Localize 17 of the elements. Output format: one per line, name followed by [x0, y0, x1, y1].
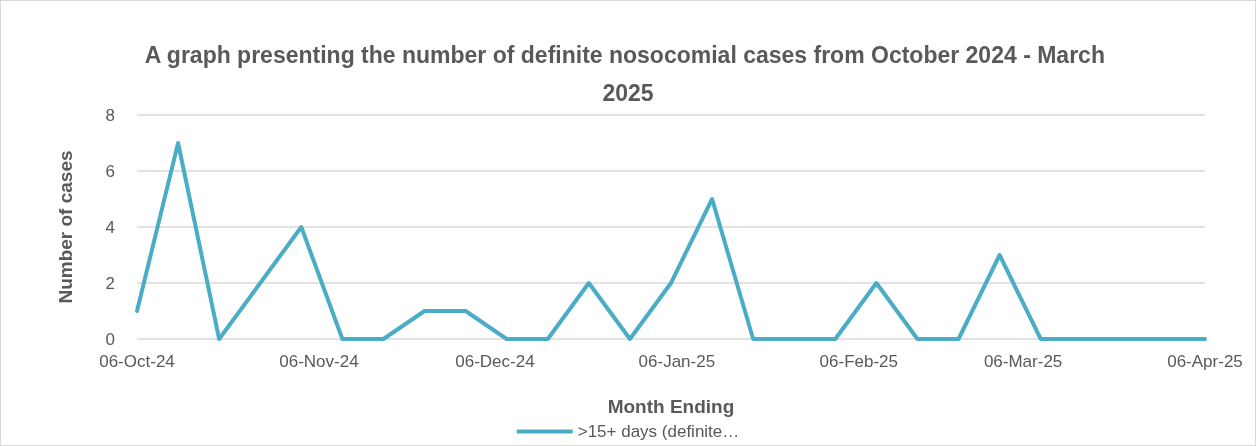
line-series: [135, 141, 1207, 341]
x-tick-label: 06-Oct-24: [99, 352, 175, 371]
y-tick-label: 0: [105, 329, 115, 349]
x-tick-label: 06-Apr-25: [1167, 352, 1243, 371]
x-tick-label: 06-Feb-25: [819, 352, 898, 371]
x-tick-label: 06-Dec-24: [455, 352, 535, 371]
y-tick-label: 8: [105, 105, 115, 125]
x-tick-label: 06-Jan-25: [638, 352, 716, 371]
x-tick-label: 06-Mar-25: [983, 352, 1063, 371]
legend-label: >15+ days (definite…: [577, 422, 740, 441]
y-tick-label: 2: [105, 273, 115, 293]
y-axis-title: Number of cases: [55, 150, 76, 304]
x-tick-label: 06-Nov-24: [279, 352, 359, 371]
chart-title: A graph presenting the number of definite nosocomial cases from October 2024 - March 2025: [144, 42, 1112, 106]
y-tick-label: 4: [105, 217, 115, 237]
y-tick-label: 6: [105, 161, 115, 181]
x-axis-title: Month Ending: [607, 396, 735, 417]
